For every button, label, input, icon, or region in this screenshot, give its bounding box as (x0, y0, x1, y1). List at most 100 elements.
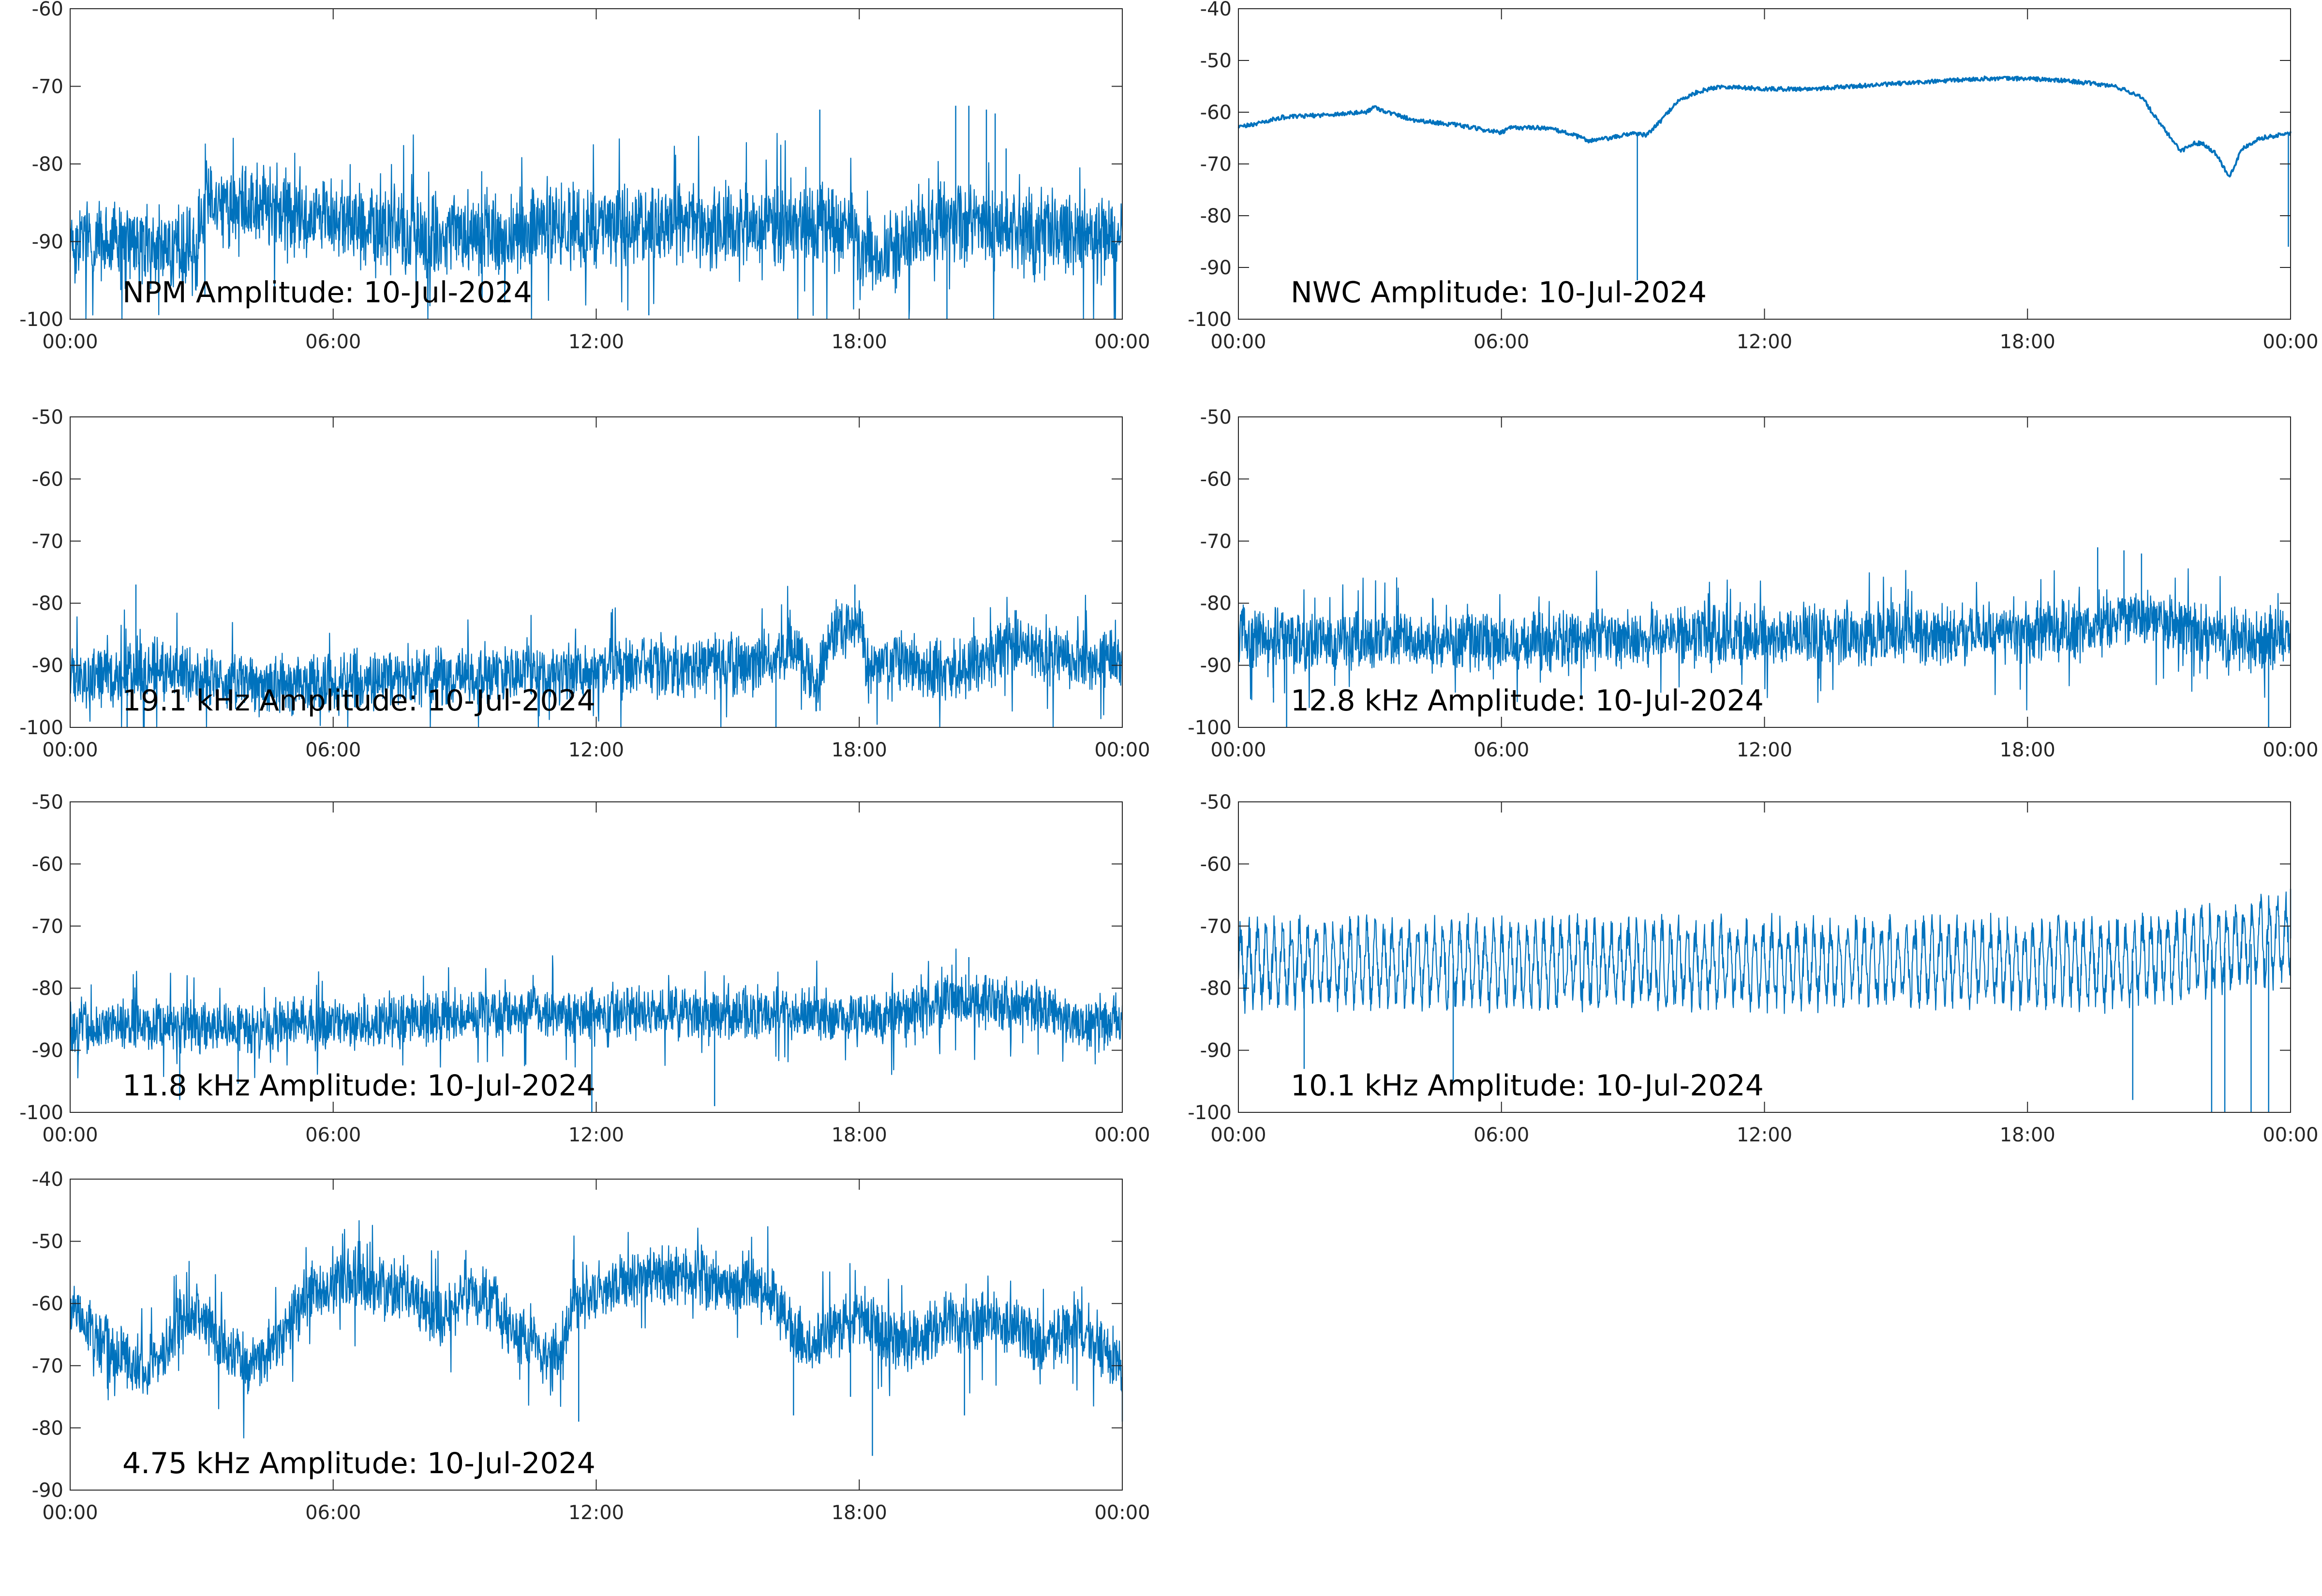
y-tick-label: -50 (32, 1231, 63, 1253)
y-tick-label: -90 (32, 1040, 63, 1062)
y-tick-label: -70 (32, 916, 63, 938)
panel-title: NWC Amplitude: 10-Jul-2024 (1291, 276, 1707, 310)
x-tick-label: 18:00 (832, 331, 887, 353)
x-tick-label: 00:00 (2262, 1124, 2318, 1146)
x-tick-label: 00:00 (1210, 739, 1266, 761)
y-tick-label: -70 (32, 76, 63, 98)
x-tick-label: 06:00 (1474, 1124, 1529, 1146)
series-line (1237, 568, 2292, 711)
axes-frame (70, 801, 1123, 1113)
y-tick-label: -60 (32, 853, 63, 875)
panel-title: 19.1 kHz Amplitude: 10-Jul-2024 (122, 684, 595, 718)
x-tick-label: 12:00 (1737, 331, 1792, 353)
y-tick-label: -80 (32, 153, 63, 176)
x-tick-label: 00:00 (42, 1502, 98, 1524)
x-tick-label: 18:00 (832, 1502, 887, 1524)
y-tick-label: -40 (32, 1168, 63, 1191)
y-tick-label: -70 (1200, 916, 1232, 938)
x-tick-label: 00:00 (42, 1124, 98, 1146)
y-tick-label: -70 (1200, 531, 1232, 553)
y-tick-label: -90 (1200, 1040, 1232, 1062)
y-tick-label: -50 (32, 406, 63, 429)
y-tick-label: -60 (32, 468, 63, 490)
y-tick-label: -50 (1200, 406, 1232, 429)
y-tick-label: -100 (1188, 1102, 1232, 1124)
series-line (1237, 75, 2292, 177)
x-tick-label: 18:00 (832, 1124, 887, 1146)
y-tick-label: -80 (1200, 592, 1232, 615)
series-line (69, 1220, 1123, 1439)
axes-frame (1238, 8, 2291, 320)
chart-panel-4: -100 -90 -80 -70 -60 -50 00:00 06:00 12:00 18:00 0… (1188, 406, 2318, 761)
y-tick-label: -80 (1200, 205, 1232, 227)
x-tick-label: 00:00 (1210, 1124, 1266, 1146)
x-tick-label: 00:00 (2262, 739, 2318, 761)
x-tick-label: 06:00 (1474, 331, 1529, 353)
y-tick-label: -60 (1200, 468, 1232, 490)
y-tick-label: -70 (32, 1355, 63, 1377)
panel-title: 4.75 kHz Amplitude: 10-Jul-2024 (122, 1447, 595, 1480)
panel-title: 11.8 kHz Amplitude: 10-Jul-2024 (122, 1069, 595, 1103)
y-tick-label: -90 (1200, 257, 1232, 279)
x-tick-label: 18:00 (2000, 739, 2055, 761)
y-tick-label: -80 (32, 592, 63, 615)
x-tick-label: 12:00 (1737, 739, 1792, 761)
y-tick-label: -100 (19, 309, 63, 331)
x-tick-label: 00:00 (1094, 331, 1150, 353)
x-tick-label: 06:00 (305, 331, 361, 353)
y-tick-label: -60 (32, 1293, 63, 1315)
x-tick-label: 12:00 (568, 331, 624, 353)
y-tick-label: -80 (32, 1417, 63, 1439)
panel-title: 10.1 kHz Amplitude: 10-Jul-2024 (1291, 1069, 1764, 1103)
y-tick-label: -80 (1200, 977, 1232, 1000)
y-tick-label: -100 (1188, 717, 1232, 739)
y-tick-label: -60 (1200, 102, 1232, 124)
y-tick-label: -60 (1200, 853, 1232, 875)
chart-panel-2: -100 -90 -80 -70 -60 -50 -40 00:00 06:00 12:00 18:… (1188, 0, 2318, 353)
series-line (1237, 891, 2292, 1014)
y-tick-label: -90 (32, 655, 63, 677)
x-tick-label: 06:00 (305, 1124, 361, 1146)
y-tick-label: -100 (19, 1102, 63, 1124)
y-tick-label: -80 (32, 977, 63, 1000)
x-tick-label: 12:00 (568, 1124, 624, 1146)
panel-title: 12.8 kHz Amplitude: 10-Jul-2024 (1291, 684, 1764, 718)
x-tick-label: 00:00 (1094, 1124, 1150, 1146)
y-tick-label: -70 (1200, 153, 1232, 176)
chart-panel-3: -100 -90 -80 -70 -60 -50 00:00 06:00 12:00 18:00 0… (19, 406, 1150, 761)
axes-frame (70, 8, 1123, 320)
y-tick-label: -50 (32, 791, 63, 813)
panel-title: NPM Amplitude: 10-Jul-2024 (122, 276, 532, 310)
series-line (70, 948, 1123, 1084)
chart-panel-6: -100 -90 -80 -70 -60 -50 00:00 06:00 12:00 18:00 0… (1188, 791, 2318, 1146)
x-tick-label: 12:00 (568, 739, 624, 761)
x-tick-label: 12:00 (568, 1502, 624, 1524)
x-tick-label: 18:00 (832, 739, 887, 761)
x-tick-label: 00:00 (42, 739, 98, 761)
chart-panel-5: -100 -90 -80 -70 -60 -50 00:00 06:00 12:00 18:00 0… (19, 791, 1150, 1146)
y-tick-label: -50 (1200, 791, 1232, 813)
y-tick-label: -70 (32, 531, 63, 553)
y-tick-label: -100 (1188, 309, 1232, 331)
x-tick-label: 18:00 (2000, 1124, 2055, 1146)
chart-panel-7: -90 -80 -70 -60 -50 -40 00:00 06:00 12:00 18:00 00… (32, 1168, 1150, 1524)
x-tick-label: 00:00 (2262, 331, 2318, 353)
y-tick-label: -40 (1200, 0, 1232, 20)
y-tick-label: -100 (19, 717, 63, 739)
series-line (69, 586, 1123, 728)
y-tick-label: -90 (32, 231, 63, 253)
x-tick-label: 00:00 (42, 331, 98, 353)
y-tick-label: -50 (1200, 50, 1232, 72)
x-tick-label: 06:00 (305, 739, 361, 761)
x-tick-label: 00:00 (1094, 1502, 1150, 1524)
x-tick-label: 00:00 (1210, 331, 1266, 353)
x-tick-label: 00:00 (1094, 739, 1150, 761)
x-tick-label: 06:00 (305, 1502, 361, 1524)
y-tick-label: -90 (32, 1479, 63, 1502)
y-tick-label: -90 (1200, 655, 1232, 677)
x-tick-label: 18:00 (2000, 331, 2055, 353)
x-tick-label: 06:00 (1474, 739, 1529, 761)
chart-panel-1: -100 -90 -80 -70 -60 00:00 06:00 12:00 18:00 00:0… (19, 0, 1150, 353)
y-tick-label: -60 (32, 0, 63, 20)
